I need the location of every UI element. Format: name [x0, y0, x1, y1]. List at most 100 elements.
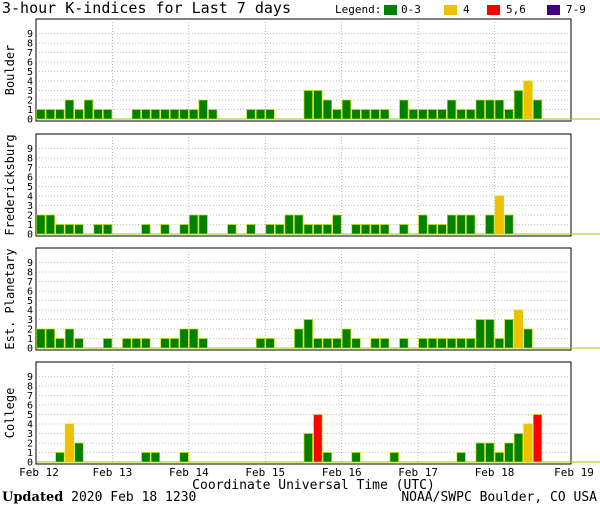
- y-tick-label: 2: [27, 211, 33, 222]
- bar-est-planetary: [332, 338, 342, 349]
- bar-boulder: [446, 99, 457, 120]
- bar-est-planetary: [446, 338, 457, 349]
- chart-title: 3-hour K-indices for Last 7 days: [2, 0, 291, 17]
- y-tick-label: 9: [27, 144, 33, 155]
- updated-value: 2020 Feb 18 1230: [71, 490, 197, 505]
- updated-label: Updated: [2, 490, 64, 505]
- x-axis-label: Coordinate Universal Time (UTC): [192, 478, 435, 493]
- bar-fredericksburg: [64, 224, 75, 235]
- bar-boulder: [64, 99, 75, 120]
- y-tick-label: 3: [27, 86, 33, 97]
- bar-est-planetary: [131, 338, 141, 349]
- data-source: NOAA/SWPC Boulder, CO USA: [401, 490, 597, 505]
- bar-est-planetary: [103, 338, 113, 349]
- bar-college: [494, 452, 504, 463]
- bar-fredericksburg: [504, 214, 514, 235]
- bar-boulder: [513, 90, 524, 120]
- y-tick-label: 6: [27, 287, 33, 298]
- y-tick-label: 9: [27, 258, 33, 269]
- bar-fredericksburg: [179, 224, 189, 235]
- bar-boulder: [351, 109, 361, 120]
- bar-college: [55, 452, 65, 463]
- bar-boulder: [370, 109, 380, 120]
- y-tick-label: 8: [27, 268, 33, 279]
- bar-fredericksburg: [189, 214, 199, 235]
- x-tick-label: Feb 16: [322, 466, 362, 479]
- bar-boulder: [93, 109, 103, 120]
- legend-text-0-3: 0-3: [401, 3, 421, 16]
- bar-boulder: [475, 99, 485, 120]
- bar-est-planetary: [341, 328, 352, 349]
- y-tick-label: 6: [27, 173, 33, 184]
- bar-fredericksburg: [332, 214, 342, 235]
- y-tick-label: 4: [27, 192, 33, 203]
- bar-college: [485, 442, 495, 463]
- bar-boulder: [303, 90, 313, 120]
- y-tick-label: 9: [27, 29, 33, 40]
- bar-fredericksburg: [45, 214, 55, 235]
- y-tick-label: 7: [27, 391, 33, 402]
- bar-est-planetary: [322, 338, 333, 349]
- bar-est-planetary: [122, 338, 132, 349]
- x-tick-label: Feb 14: [169, 466, 209, 479]
- y-tick-label: 8: [27, 154, 33, 165]
- y-tick-label: 1: [27, 334, 33, 345]
- y-tick-label: 6: [27, 401, 33, 412]
- bar-boulder: [408, 109, 418, 120]
- bar-fredericksburg: [246, 224, 256, 235]
- bar-college: [141, 452, 151, 463]
- bar-fredericksburg: [437, 224, 447, 235]
- bar-est-planetary: [523, 328, 533, 349]
- y-tick-label: 1: [27, 448, 33, 459]
- y-tick-label: 2: [27, 325, 33, 336]
- bar-fredericksburg: [380, 224, 390, 235]
- y-tick-label: 2: [27, 96, 33, 107]
- y-tick-label: 5: [27, 182, 33, 193]
- bar-est-planetary: [141, 338, 151, 349]
- y-tick-label: 1: [27, 105, 33, 116]
- y-tick-label: 0: [27, 230, 33, 241]
- bar-fredericksburg: [466, 214, 476, 235]
- bar-est-planetary: [179, 328, 189, 349]
- bar-boulder: [198, 99, 208, 120]
- bar-fredericksburg: [265, 224, 275, 235]
- bar-boulder: [74, 109, 84, 120]
- legend-text-5-6: 5,6: [506, 3, 526, 16]
- bar-boulder: [466, 109, 476, 120]
- bar-est-planetary: [380, 338, 390, 349]
- bar-boulder: [380, 109, 390, 120]
- bar-est-planetary: [485, 319, 495, 349]
- x-tick-label: Feb 18: [475, 466, 515, 479]
- y-tick-label: 5: [27, 296, 33, 307]
- bar-fredericksburg: [303, 224, 313, 235]
- bar-boulder: [246, 109, 256, 120]
- y-tick-label: 7: [27, 48, 33, 59]
- y-tick-label: 6: [27, 58, 33, 69]
- x-tick-label: Feb 15: [245, 466, 285, 479]
- bar-fredericksburg: [103, 224, 113, 235]
- bar-est-planetary: [475, 319, 485, 349]
- legend-swatch-7-9: [547, 5, 560, 15]
- bar-boulder: [341, 99, 352, 120]
- bar-boulder: [494, 99, 504, 120]
- bar-fredericksburg: [456, 214, 466, 235]
- bar-college: [150, 452, 161, 463]
- y-tick-label: 4: [27, 77, 33, 88]
- bar-boulder: [313, 90, 323, 120]
- bar-est-planetary: [437, 338, 447, 349]
- x-tick-label: Feb 19: [554, 466, 594, 479]
- bar-boulder: [255, 109, 266, 120]
- bar-boulder: [332, 109, 342, 120]
- bar-college: [389, 452, 399, 463]
- panel-label-boulder: Boulder: [3, 45, 17, 96]
- panel-label-fredericksburg: Fredericksburg: [3, 134, 17, 235]
- bar-est-planetary: [169, 338, 180, 349]
- y-tick-label: 1: [27, 220, 33, 231]
- bar-boulder: [437, 109, 447, 120]
- y-tick-label: 7: [27, 277, 33, 288]
- y-tick-label: 8: [27, 382, 33, 393]
- bar-boulder: [532, 99, 543, 120]
- bar-college: [313, 414, 323, 463]
- y-tick-label: 3: [27, 201, 33, 212]
